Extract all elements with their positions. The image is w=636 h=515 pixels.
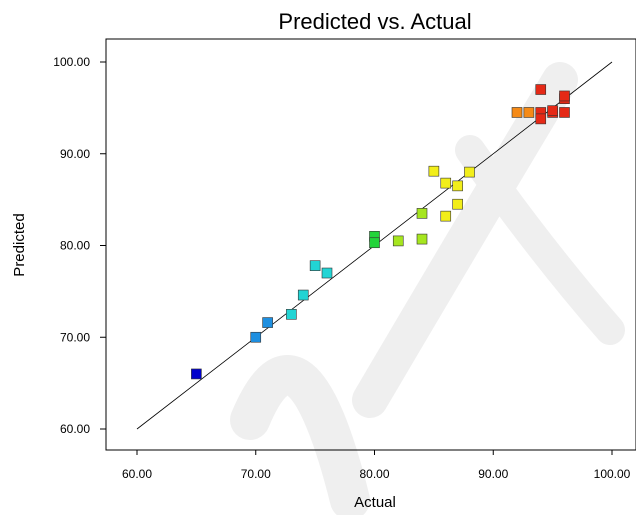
data-point bbox=[511, 107, 523, 118]
x-axis: 60.00 70.00 80.00 90.00 100.00 bbox=[122, 450, 631, 481]
data-point bbox=[369, 237, 380, 249]
y-tick-label: 80.00 bbox=[60, 239, 90, 253]
chart-title: Predicted vs. Actual bbox=[278, 9, 471, 34]
x-tick-label: 80.00 bbox=[359, 467, 389, 481]
x-tick-label: 60.00 bbox=[122, 467, 152, 481]
data-point bbox=[428, 165, 440, 177]
data-point bbox=[392, 235, 404, 247]
data-point bbox=[286, 309, 297, 320]
data-point bbox=[535, 84, 547, 95]
y-axis-label: Predicted bbox=[11, 213, 28, 276]
data-point bbox=[559, 90, 570, 102]
x-tick-label: 70.00 bbox=[241, 467, 271, 481]
data-point bbox=[309, 260, 321, 271]
data-point bbox=[452, 180, 463, 192]
x-tick-label: 90.00 bbox=[478, 467, 508, 481]
y-tick-label: 100.00 bbox=[53, 55, 90, 69]
data-point bbox=[297, 289, 309, 301]
data-point bbox=[547, 105, 558, 116]
data-point bbox=[262, 317, 273, 328]
y-tick-label: 60.00 bbox=[60, 422, 90, 436]
data-point bbox=[440, 210, 452, 222]
data-point bbox=[321, 267, 333, 279]
y-axis: 60.00 70.00 80.00 90.00 100.00 bbox=[53, 55, 106, 436]
data-point bbox=[191, 368, 202, 380]
plot-frame bbox=[105, 38, 636, 451]
data-point bbox=[440, 177, 452, 189]
x-tick-label: 100.00 bbox=[594, 467, 631, 481]
data-point bbox=[559, 107, 570, 118]
data-points bbox=[191, 84, 570, 380]
data-point bbox=[535, 113, 547, 125]
data-point bbox=[416, 233, 428, 245]
data-point bbox=[464, 166, 475, 178]
data-point bbox=[250, 331, 262, 343]
y-tick-label: 90.00 bbox=[60, 147, 90, 161]
y-tick-label: 70.00 bbox=[60, 330, 90, 344]
x-axis-label: Actual bbox=[354, 494, 396, 511]
data-point bbox=[452, 198, 463, 210]
data-point bbox=[416, 208, 428, 219]
data-point bbox=[523, 107, 535, 118]
